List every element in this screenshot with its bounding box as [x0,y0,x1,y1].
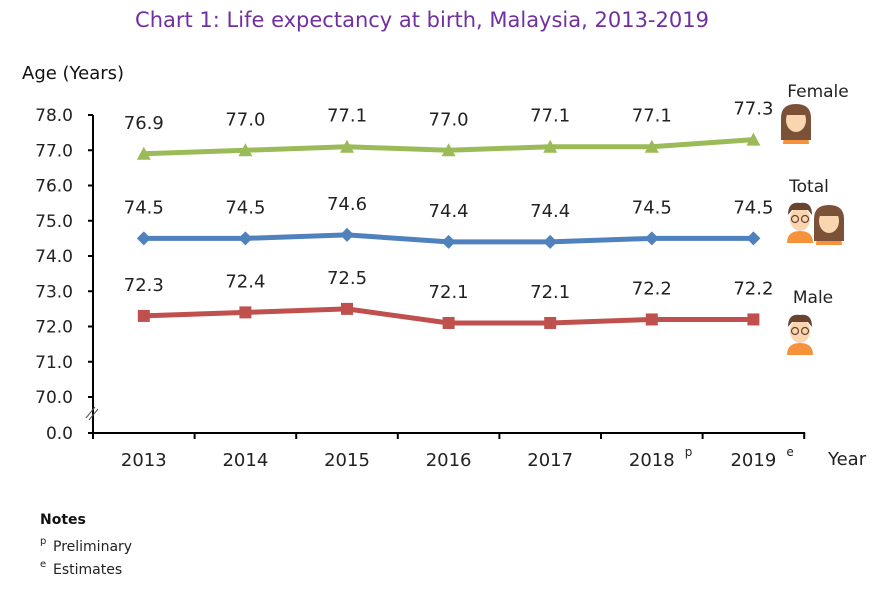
female-data-label: 77.1 [530,106,570,127]
male-data-label: 72.4 [225,271,265,292]
y-tick-label: 70.0 [35,388,73,408]
male-person-icon [787,202,813,243]
x-tick-label: 2013 [121,450,167,471]
total-point [136,231,151,246]
note-estimates: Estimates [53,562,122,578]
face [790,207,810,231]
x-tick-label: 2019 [730,450,776,471]
y-tick-label: 75.0 [35,212,73,232]
y-tick-label: 71.0 [35,353,73,373]
female-person-icon [781,104,811,144]
note-mark-e: e [40,559,46,570]
total-point [340,227,354,242]
female-point [746,132,761,146]
x-tick-label: 2014 [222,450,268,471]
male-data-label: 72.1 [530,282,570,303]
y-tick-label: 74.0 [35,247,73,267]
axis-break-mark [85,406,96,419]
female-data-label: 76.9 [124,113,164,134]
female-data-label: 77.3 [733,99,773,120]
male-person-icon [787,314,813,355]
note-mark-p: p [40,536,46,547]
chart-title: Chart 1: Life expectancy at birth, Malay… [135,8,709,32]
total-data-label: 74.6 [327,194,367,215]
male-point [341,302,353,315]
female-point [644,139,659,153]
total-point [238,231,253,246]
shirt [787,231,813,243]
axis-break-mark [88,408,99,421]
female-data-label: 77.0 [429,109,469,130]
female-person-icon [814,205,844,245]
note-preliminary: Preliminary [53,539,132,555]
total-point [441,234,456,249]
female-data-label: 77.1 [327,106,367,127]
x-tick-label: 2017 [527,450,573,471]
female-data-label: 77.0 [225,109,265,130]
total-data-label: 74.4 [429,201,469,222]
x-tick-superscript: p [685,445,693,459]
female-point [238,143,253,157]
total-data-label: 74.4 [530,201,570,222]
male-data-label: 72.2 [733,278,773,299]
x-tick-label: 2018 [629,450,675,471]
y-tick-label: 72.0 [35,318,73,338]
male-point [442,316,455,329]
female-point [340,139,354,153]
male-data-label: 72.1 [429,282,469,303]
total-data-label: 74.5 [124,197,164,218]
total-point [543,234,558,249]
female-point [441,143,456,157]
female-point [136,146,151,160]
total-legend-label: Total [788,177,829,197]
male-legend-label: Male [793,288,833,308]
y-tick-label: 78.0 [35,106,73,126]
total-data-label: 74.5 [733,197,773,218]
male-data-label: 72.5 [327,268,367,289]
x-tick-label: 2016 [426,450,472,471]
y-axis-label: Age (Years) [22,63,124,84]
female-legend-label: Female [787,82,848,102]
total-data-label: 74.5 [225,197,265,218]
y-tick-label: 73.0 [35,282,73,302]
total-data-label: 74.5 [632,197,672,218]
y-tick-label: 0.0 [46,424,73,444]
total-point [746,231,761,246]
male-point [544,316,557,329]
x-axis-label: Year [827,449,867,470]
male-point [747,313,760,326]
male-point [645,313,658,326]
notes-heading: Notes [40,512,86,528]
female-data-label: 77.1 [632,106,672,127]
male-data-label: 72.3 [124,275,164,296]
face [790,319,810,343]
male-data-label: 72.2 [632,278,672,299]
male-point [137,309,150,322]
y-tick-label: 76.0 [35,177,73,197]
shirt [787,343,813,355]
female-point [543,139,558,153]
x-tick-superscript: e [786,445,793,459]
y-tick-label: 77.0 [35,141,73,161]
total-point [644,231,659,246]
x-tick-label: 2015 [324,450,370,471]
male-point [239,306,252,319]
